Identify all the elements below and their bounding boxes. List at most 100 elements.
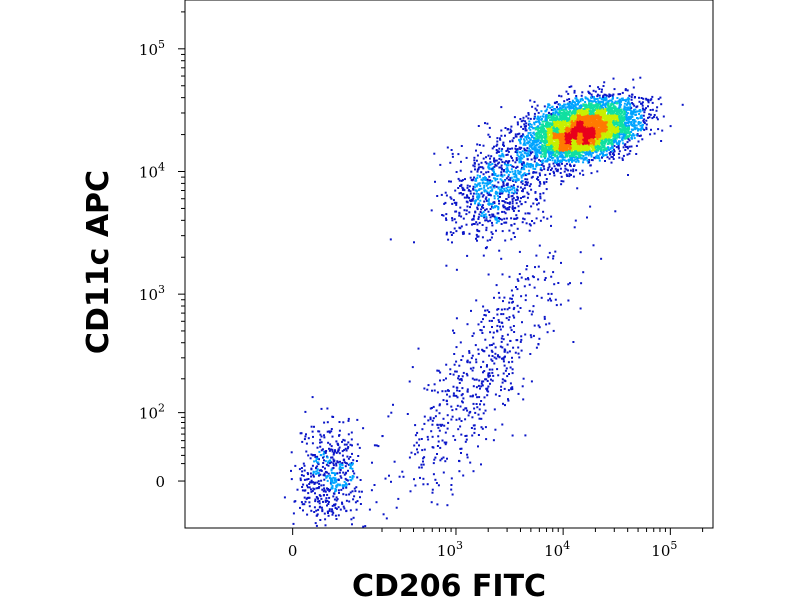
scatter-point xyxy=(546,145,549,148)
scatter-point xyxy=(593,124,596,127)
scatter-point xyxy=(580,94,583,97)
scatter-point xyxy=(560,154,563,157)
scatter-point xyxy=(606,103,609,106)
scatter-point xyxy=(601,108,604,111)
scatter-point xyxy=(542,165,545,168)
scatter-point xyxy=(598,96,601,99)
scatter-point xyxy=(577,132,580,135)
scatter-point xyxy=(681,103,684,106)
scatter-point xyxy=(591,124,594,127)
scatter-point xyxy=(534,146,537,149)
scatter-point xyxy=(588,124,591,126)
scatter-point xyxy=(621,97,624,100)
scatter-point xyxy=(583,110,586,113)
scatter-point xyxy=(543,153,546,156)
scatter-point xyxy=(553,136,556,139)
scatter-point xyxy=(577,146,580,149)
scatter-point xyxy=(536,118,539,120)
scatter-point xyxy=(602,136,605,139)
scatter-point xyxy=(592,113,595,116)
scatter-point xyxy=(614,120,617,123)
scatter-point xyxy=(541,131,544,134)
scatter-point xyxy=(625,98,628,101)
scatter-point xyxy=(585,142,588,145)
scatter-point xyxy=(593,125,596,128)
scatter-point xyxy=(545,140,548,143)
scatter-point xyxy=(639,128,642,131)
scatter-point xyxy=(544,173,547,176)
scatter-point xyxy=(565,120,567,123)
scatter-point xyxy=(592,145,595,148)
scatter-point xyxy=(559,151,562,154)
scatter-point xyxy=(582,132,585,135)
scatter-point xyxy=(622,119,625,121)
scatter-point xyxy=(641,104,644,107)
scatter-point xyxy=(634,114,637,116)
scatter-point xyxy=(531,136,534,139)
scatter-point xyxy=(621,99,624,102)
scatter-point xyxy=(591,142,594,145)
scatter-point xyxy=(626,89,629,92)
scatter-point xyxy=(521,153,524,156)
scatter-point xyxy=(633,108,636,111)
scatter-point xyxy=(603,154,606,157)
scatter-point xyxy=(566,144,569,146)
scatter-point xyxy=(581,157,584,160)
scatter-point xyxy=(623,124,626,127)
scatter-point xyxy=(538,132,541,134)
scatter-point xyxy=(571,122,574,125)
scatter-point xyxy=(533,112,536,115)
scatter-point xyxy=(553,147,556,150)
scatter-point xyxy=(551,124,554,127)
scatter-point xyxy=(574,152,577,155)
scatter-point xyxy=(609,136,612,139)
scatter-point xyxy=(572,110,575,112)
scatter-point xyxy=(533,115,536,118)
scatter-point xyxy=(596,140,599,143)
scatter-point xyxy=(601,113,604,116)
scatter-point xyxy=(640,102,643,105)
scatter-point xyxy=(560,175,563,178)
scatter-point xyxy=(600,90,603,93)
scatter-point xyxy=(624,89,627,92)
scatter-point xyxy=(635,144,638,147)
scatter-point xyxy=(594,135,597,138)
scatter-point xyxy=(579,114,581,117)
scatter-point xyxy=(552,108,555,111)
scatter-point xyxy=(533,155,536,158)
scatter-point xyxy=(537,129,540,132)
scatter-point xyxy=(551,106,554,108)
scatter-point xyxy=(607,140,610,143)
scatter-point xyxy=(554,111,557,113)
scatter-point xyxy=(579,149,582,152)
scatter-point xyxy=(558,115,561,118)
scatter-point xyxy=(628,118,631,121)
scatter-point xyxy=(631,93,634,96)
scatter-point xyxy=(528,145,531,148)
scatter-point xyxy=(555,127,558,130)
scatter-point xyxy=(608,149,611,151)
scatter-point xyxy=(581,118,584,121)
scatter-point xyxy=(607,115,610,118)
scatter-point xyxy=(612,127,615,130)
scatter-point xyxy=(587,154,590,157)
scatter-point xyxy=(651,117,654,120)
scatter-point xyxy=(633,104,636,107)
scatter-point xyxy=(597,86,600,89)
scatter-point xyxy=(583,107,586,110)
scatter-point xyxy=(558,142,561,145)
scatter-point xyxy=(617,126,619,129)
scatter-point xyxy=(618,99,621,102)
scatter-point xyxy=(555,150,558,153)
scatter-point xyxy=(559,167,562,170)
scatter-point xyxy=(575,169,578,172)
scatter-point xyxy=(616,114,619,117)
scatter-point xyxy=(562,109,565,112)
scatter-point xyxy=(555,169,558,172)
scatter-point xyxy=(618,112,621,115)
scatter-point xyxy=(577,151,579,154)
scatter-point xyxy=(645,98,648,101)
scatter-point xyxy=(597,149,600,152)
scatter-point xyxy=(621,124,624,127)
